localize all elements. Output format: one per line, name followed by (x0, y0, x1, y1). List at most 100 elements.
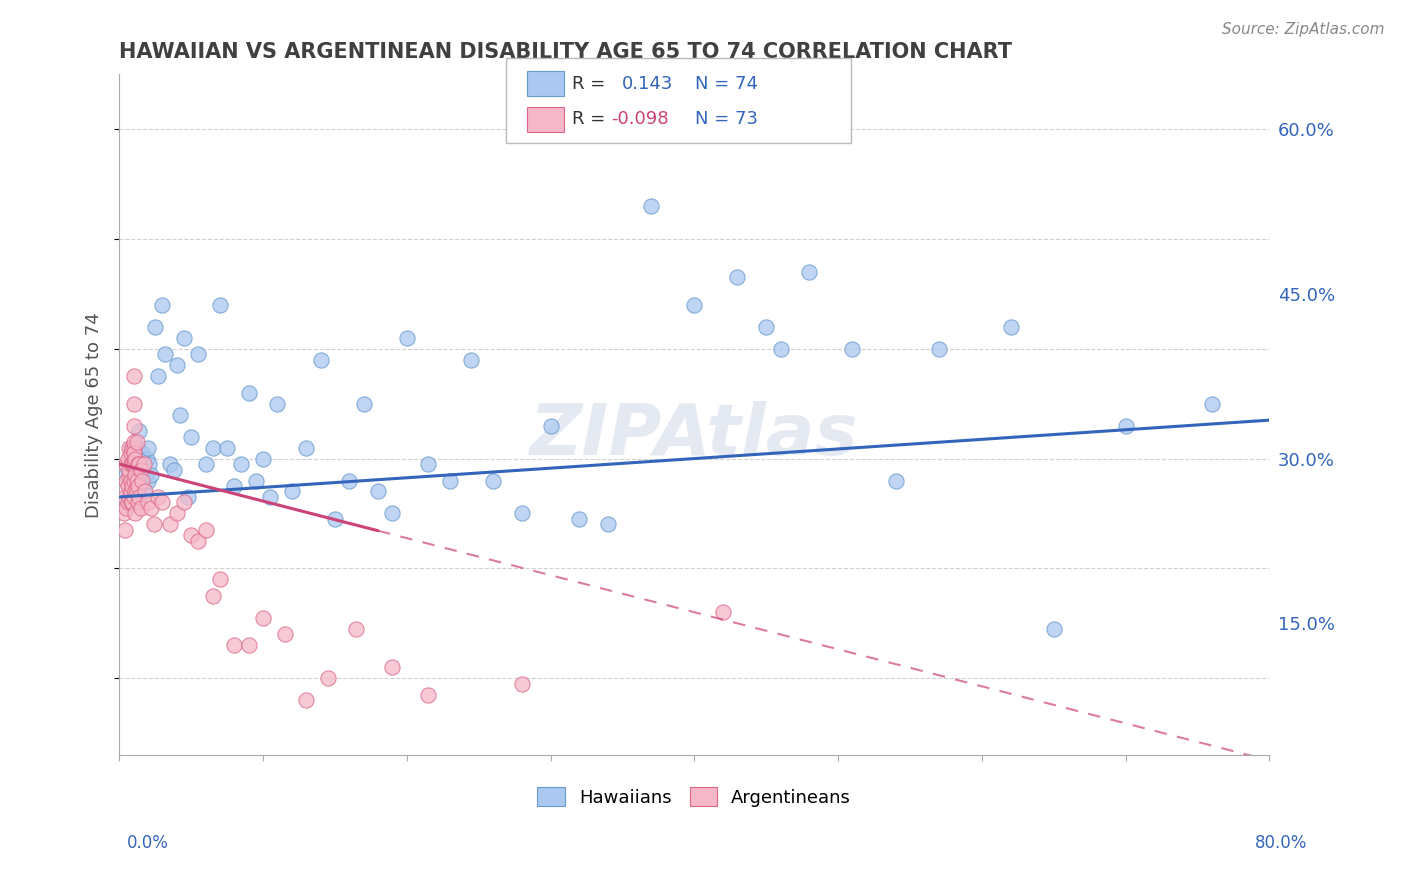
Point (118, 479, 141, 493)
Text: R =: R = (572, 111, 606, 128)
Point (295, 441, 318, 455)
Point (1201, 397, 1223, 411)
Text: N = 74: N = 74 (695, 75, 758, 93)
Text: 0.143: 0.143 (621, 75, 673, 93)
Point (725, 270, 748, 285)
Point (122, 490, 145, 504)
Point (136, 474, 159, 488)
Text: HAWAIIAN VS ARGENTINEAN DISABILITY AGE 65 TO 74 CORRELATION CHART: HAWAIIAN VS ARGENTINEAN DISABILITY AGE 6… (120, 42, 1012, 62)
Point (841, 342, 863, 356)
Point (117, 451, 139, 466)
Point (118, 490, 141, 504)
Point (117, 457, 139, 471)
Point (146, 490, 169, 504)
Point (118, 441, 141, 455)
Point (120, 446, 142, 460)
Point (120, 484, 142, 499)
Point (884, 474, 907, 488)
Point (155, 347, 177, 361)
Point (127, 495, 149, 509)
Point (114, 523, 136, 537)
Point (316, 671, 339, 685)
Point (127, 457, 149, 471)
Point (118, 468, 141, 483)
Point (166, 359, 188, 373)
Point (125, 435, 148, 450)
Point (128, 457, 150, 471)
Point (112, 507, 135, 521)
Point (129, 462, 152, 476)
Point (115, 468, 138, 483)
Point (309, 352, 332, 367)
Point (173, 331, 195, 345)
Point (266, 397, 288, 411)
Point (337, 474, 360, 488)
Point (131, 446, 153, 460)
Point (117, 479, 139, 493)
Point (128, 490, 150, 504)
Point (928, 342, 950, 356)
Point (115, 457, 138, 471)
Point (208, 572, 231, 586)
Point (134, 484, 156, 499)
Point (159, 457, 181, 471)
Point (194, 457, 217, 471)
Point (163, 462, 186, 476)
Text: -0.098: -0.098 (612, 111, 669, 128)
Text: ZIPAtlas: ZIPAtlas (530, 401, 859, 469)
Point (122, 441, 145, 455)
Point (245, 474, 267, 488)
Point (510, 676, 533, 690)
Point (353, 397, 375, 411)
Point (381, 507, 404, 521)
Point (129, 468, 152, 483)
Point (129, 500, 152, 515)
Point (121, 474, 143, 488)
Point (122, 490, 145, 504)
Point (683, 298, 706, 312)
Point (122, 484, 145, 499)
Point (281, 484, 304, 499)
Point (122, 418, 145, 433)
Point (177, 490, 200, 504)
Point (159, 517, 181, 532)
Point (1042, 622, 1064, 636)
Point (122, 397, 145, 411)
Point (120, 474, 142, 488)
Point (238, 385, 260, 400)
Text: Source: ZipAtlas.com: Source: ZipAtlas.com (1222, 22, 1385, 37)
Point (122, 369, 145, 384)
Point (711, 605, 734, 619)
Point (187, 347, 209, 361)
Point (152, 298, 174, 312)
Point (346, 622, 368, 636)
Point (142, 517, 165, 532)
Point (121, 457, 143, 471)
Legend: Hawaiians, Argentineans: Hawaiians, Argentineans (530, 780, 858, 814)
Text: R =: R = (572, 75, 606, 93)
Point (173, 495, 195, 509)
Point (769, 342, 792, 356)
Point (323, 512, 346, 526)
Point (295, 693, 318, 707)
Point (131, 474, 153, 488)
Point (129, 479, 152, 493)
Point (180, 528, 202, 542)
Point (152, 495, 174, 509)
Point (224, 638, 246, 652)
Point (121, 479, 143, 493)
Point (252, 451, 274, 466)
Point (201, 441, 224, 455)
Point (238, 638, 260, 652)
Point (169, 408, 191, 422)
Point (115, 500, 138, 515)
Point (122, 457, 145, 471)
Point (127, 462, 149, 476)
Point (482, 474, 505, 488)
Point (124, 451, 146, 466)
Point (117, 495, 139, 509)
Point (136, 441, 159, 455)
Y-axis label: Disability Age 65 to 74: Disability Age 65 to 74 (86, 312, 103, 517)
Point (125, 474, 148, 488)
Point (799, 265, 821, 279)
